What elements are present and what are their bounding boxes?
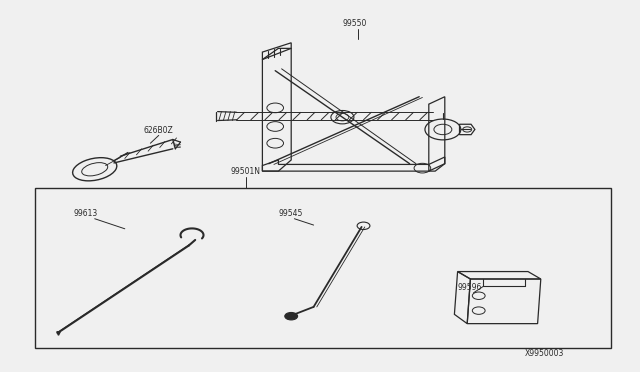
Circle shape	[285, 312, 298, 320]
Text: 99550: 99550	[342, 19, 367, 28]
Text: 626B0Z: 626B0Z	[144, 126, 173, 135]
Text: 99501N: 99501N	[230, 167, 260, 176]
Text: X9950003: X9950003	[525, 349, 564, 358]
Text: 99613: 99613	[74, 209, 98, 218]
Text: 99545: 99545	[278, 209, 303, 218]
Bar	[35, 188, 611, 348]
Text: 99596: 99596	[458, 283, 482, 292]
